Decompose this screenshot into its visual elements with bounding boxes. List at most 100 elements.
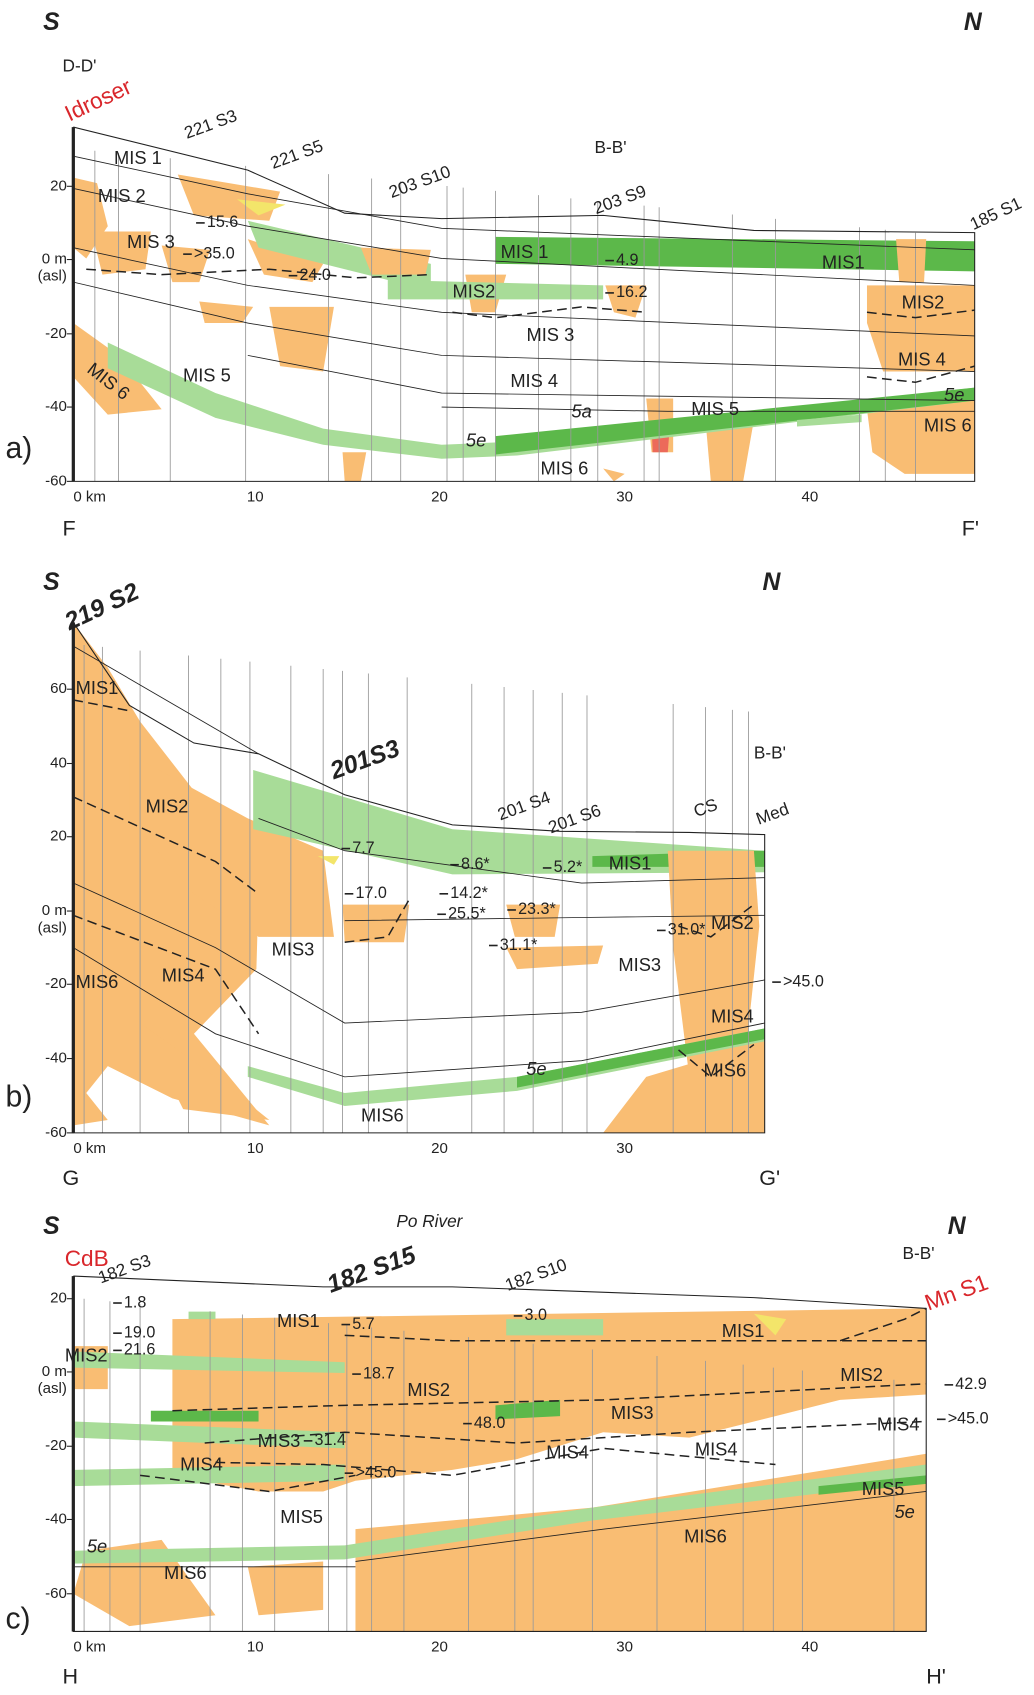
y-tick-label: -60	[45, 1585, 67, 1602]
section-start: F	[63, 517, 76, 541]
unit-label: MIS 5	[691, 398, 739, 419]
unit-label: MIS 1	[501, 241, 549, 262]
y-tick-label: -60	[45, 1124, 67, 1141]
depth-label: 15.6	[207, 213, 238, 231]
x-tick-label: 20	[431, 1639, 448, 1656]
depth-label: 31.4	[315, 1431, 346, 1449]
y-tick-label: 0 m	[42, 902, 67, 919]
x-tick-label: 30	[616, 489, 633, 506]
y-tick-label: 20	[50, 1290, 67, 1307]
borehole-label: Med	[753, 798, 791, 828]
depth-label: 24.0	[299, 266, 330, 284]
depth-label: 4.9	[616, 251, 638, 269]
unit-label: MIS6	[684, 1526, 727, 1547]
borehole-label: D-D'	[63, 55, 97, 75]
panel-label: c)	[5, 1603, 30, 1636]
unit-label: MIS1	[822, 252, 865, 273]
unit-label: MIS3	[611, 1402, 654, 1423]
unit-label: 5e	[466, 429, 486, 450]
facies-body	[896, 239, 926, 282]
section-end: G'	[759, 1166, 780, 1190]
unit-label: MIS2	[840, 1364, 883, 1385]
depth-label: >35.0	[194, 244, 235, 262]
unit-label: MIS3	[258, 1430, 301, 1451]
y-tick-label: -40	[45, 398, 67, 415]
unit-label: MIS 3	[526, 324, 574, 345]
unit-label: MIS4	[711, 1005, 754, 1026]
facies-body	[343, 452, 367, 481]
unit-label: MIS 2	[98, 185, 146, 206]
depth-label: >45.0	[355, 1463, 396, 1481]
facies-body	[172, 1308, 926, 1491]
borehole-label: Po River	[396, 1211, 463, 1231]
unit-label: MIS 3	[127, 231, 175, 252]
x-tick-label: 20	[431, 489, 448, 506]
section-end: H'	[926, 1664, 946, 1688]
y-tick-label: -60	[45, 472, 67, 489]
panel-label: b)	[5, 1080, 32, 1113]
unit-label: MIS2	[902, 292, 945, 313]
depth-label: 48.0	[474, 1414, 505, 1432]
y-axis-note: (asl)	[38, 1380, 67, 1397]
x-tick-label: 40	[802, 489, 819, 506]
facies-body	[189, 1312, 216, 1320]
unit-label: 5e	[944, 384, 964, 405]
unit-label: MIS4	[877, 1414, 920, 1435]
facies-body	[506, 1319, 603, 1335]
unit-label: MIS2	[453, 281, 496, 302]
unit-label: MIS 6	[924, 414, 972, 435]
unit-label: MIS 6	[540, 457, 588, 478]
depth-label: 17.0	[355, 884, 386, 902]
y-axis-note: (asl)	[38, 268, 67, 285]
borehole-label: 221 S5	[268, 135, 326, 172]
depth-label: >45.0	[948, 1410, 989, 1428]
unit-label: MIS4	[162, 965, 205, 986]
unit-label: MIS3	[272, 939, 315, 960]
depth-label: 23.3*	[518, 900, 556, 918]
borehole-label: B-B'	[595, 137, 627, 157]
figure: 200 m-20-40-60(asl)0 km10203040SNFF'a)D-…	[0, 0, 1034, 1695]
section-end: F'	[962, 517, 979, 541]
y-tick-label: -40	[45, 1510, 67, 1527]
section-start: G	[63, 1166, 80, 1190]
borehole-label: 185 S1	[967, 193, 1025, 234]
depth-label: 25.5*	[448, 905, 486, 923]
unit-label: MIS4	[546, 1442, 589, 1463]
unit-label: 5e	[894, 1501, 914, 1522]
borehole-label: 182 S10	[502, 1254, 569, 1295]
depth-label: 21.6	[124, 1341, 155, 1359]
facies-body	[343, 905, 410, 943]
y-tick-label: 40	[50, 754, 67, 771]
direction-left: S	[43, 569, 60, 596]
x-tick-label: 20	[431, 1140, 448, 1157]
unit-label: MIS1	[609, 853, 652, 874]
borehole-label: Mn S1	[921, 1270, 991, 1316]
facies-body	[199, 302, 253, 324]
depth-label: 31.0*	[668, 921, 706, 939]
y-tick-label: 0 m	[42, 251, 67, 268]
unit-label: MIS 4	[898, 349, 946, 370]
depth-label: 5.7	[352, 1315, 374, 1333]
unit-label: MIS5	[862, 1478, 905, 1499]
facies-body	[603, 468, 625, 481]
x-tick-label: 0 km	[73, 1639, 106, 1656]
borehole-label: 182 S15	[324, 1241, 421, 1298]
depth-label: 3.0	[525, 1306, 547, 1324]
depth-label: 5.2*	[554, 858, 583, 876]
borehole-label: 219 S2	[60, 578, 144, 636]
section-start: H	[63, 1664, 79, 1688]
unit-label: MIS2	[711, 912, 754, 933]
y-tick-label: 0 m	[42, 1363, 67, 1380]
x-tick-label: 0 km	[73, 1140, 106, 1157]
borehole-label: B-B'	[754, 742, 786, 762]
x-tick-label: 10	[247, 1140, 264, 1157]
x-tick-label: 0 km	[73, 489, 106, 506]
unit-label: MIS 5	[183, 365, 231, 386]
y-tick-label: -20	[45, 975, 67, 992]
depth-label: 42.9	[955, 1375, 986, 1393]
direction-right: N	[964, 9, 983, 36]
unit-label: MIS1	[277, 1310, 320, 1331]
unit-label: MIS 1	[114, 147, 162, 168]
x-tick-label: 30	[616, 1639, 633, 1656]
depth-label: 19.0	[124, 1323, 155, 1341]
